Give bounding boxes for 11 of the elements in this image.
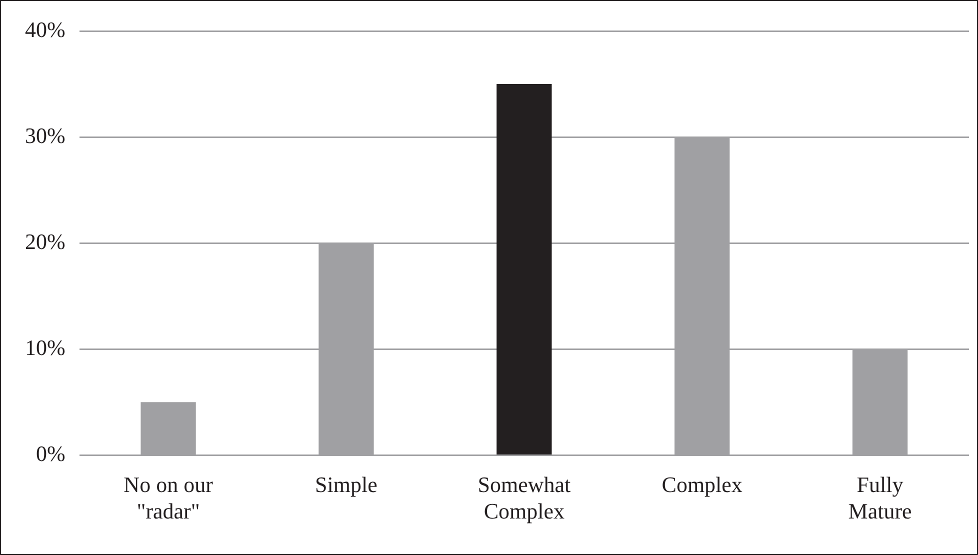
y-tick-label: 20%: [25, 228, 66, 254]
y-tick-label: 40%: [25, 16, 66, 42]
y-tick-label: 10%: [25, 334, 66, 360]
x-tick-label: Simple: [315, 472, 378, 498]
x-tick-label: Complex: [662, 472, 742, 498]
y-tick-label: 0%: [36, 440, 66, 466]
x-tick-label: Fully Mature: [848, 472, 912, 524]
bar: [496, 84, 552, 454]
x-tick-label: No on our "radar": [124, 472, 214, 524]
x-tick-label: Somewhat Complex: [478, 472, 571, 524]
y-tick-label: 30%: [25, 122, 66, 148]
